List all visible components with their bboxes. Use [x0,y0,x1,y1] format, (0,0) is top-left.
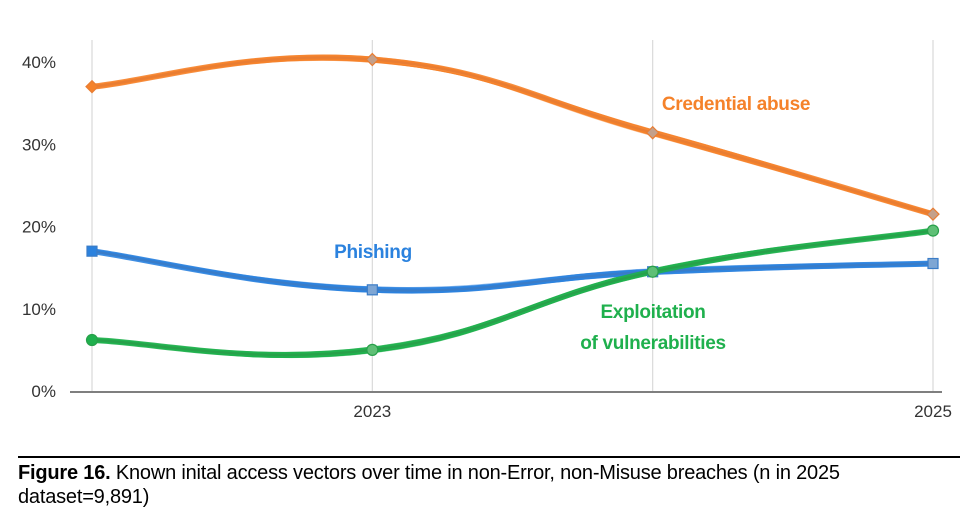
series-label-line: Exploitation [600,302,705,323]
band-line [91,230,934,356]
band-line [91,231,934,358]
band-line [91,231,934,353]
band-credential-abuse [91,54,934,217]
data-point [926,224,940,237]
band-line [91,232,934,355]
band-line [91,55,934,217]
series-line [90,229,935,357]
band-line [91,54,934,215]
band-line [91,56,934,214]
band-line [91,57,934,214]
band-line [91,56,934,217]
series-lines [89,54,936,358]
band-line [91,59,934,214]
data-point [645,125,660,140]
y-tick-label: 40% [22,53,56,72]
band-line [91,58,934,217]
band-line [91,232,934,358]
band-line [91,230,934,353]
band-line [91,231,934,358]
y-tick-label: 10% [22,300,56,319]
data-point [927,257,939,270]
series-line-glow [89,54,936,218]
data-point [365,52,380,67]
line-chart: 0% 10% 20% 30% 40% 2023 2025 Credential abuse… [22,40,952,421]
series-label-credential-abuse: Credential abuse [662,94,810,115]
series-line [90,250,935,292]
y-tick-label: 30% [22,135,56,154]
band-line [91,57,934,217]
caption-rule [18,456,960,458]
series-label-exploitation-of-vulnerabilities: Exploitation of vulnerabilities [580,302,726,354]
band-line [91,231,934,357]
band-line [91,231,934,356]
data-point [926,207,940,222]
band-line [91,55,934,214]
figure-caption: Figure 16. Known inital access vectors o… [18,461,963,509]
data-point [366,343,379,356]
band-line [91,58,934,216]
band-line [91,55,934,214]
band-line [91,58,934,215]
series-labels: Credential abuse Phishing Exploitation of v… [334,94,810,354]
band-line [91,230,934,355]
y-tick-label: 20% [22,218,56,237]
caption-text: Known inital access vectors over time in… [18,462,840,508]
figure-number: Figure 16. [18,462,111,484]
series-line [90,56,935,216]
band-line [91,60,934,215]
x-axis: 2023 2025 [70,391,952,421]
band-line [91,58,934,217]
series-line-glow [89,227,936,358]
data-point [85,333,99,347]
series-label-line: Credential abuse [662,94,810,115]
band-line [91,59,934,213]
band-line [91,55,934,215]
data-point [366,284,378,296]
band-line [91,54,934,213]
series-markers [85,52,940,356]
band-line [91,56,934,216]
band-line [91,231,934,354]
band-line [91,59,934,213]
band-line [91,57,934,214]
x-tick-label: 2023 [353,402,391,421]
data-point [646,265,659,278]
band-line [91,232,934,356]
band-line [91,230,934,359]
chart-grid [91,40,934,391]
band-line [91,232,934,357]
band-line [91,230,934,358]
y-axis: 0% 10% 20% 30% 40% [22,53,56,401]
band-line [91,56,934,214]
data-point [85,79,99,94]
series-label-line: Phishing [334,242,412,263]
series-label-phishing: Phishing [334,242,412,263]
y-tick-label: 0% [31,382,56,401]
band-line [91,230,934,358]
series-label-line: of vulnerabilities [580,333,726,354]
band-line [91,57,934,217]
band-line [91,59,934,214]
band-line [91,58,934,217]
band-line [91,55,934,215]
band-line [91,232,934,354]
band-line [91,58,934,215]
data-point [86,245,98,257]
x-tick-label: 2025 [914,402,952,421]
